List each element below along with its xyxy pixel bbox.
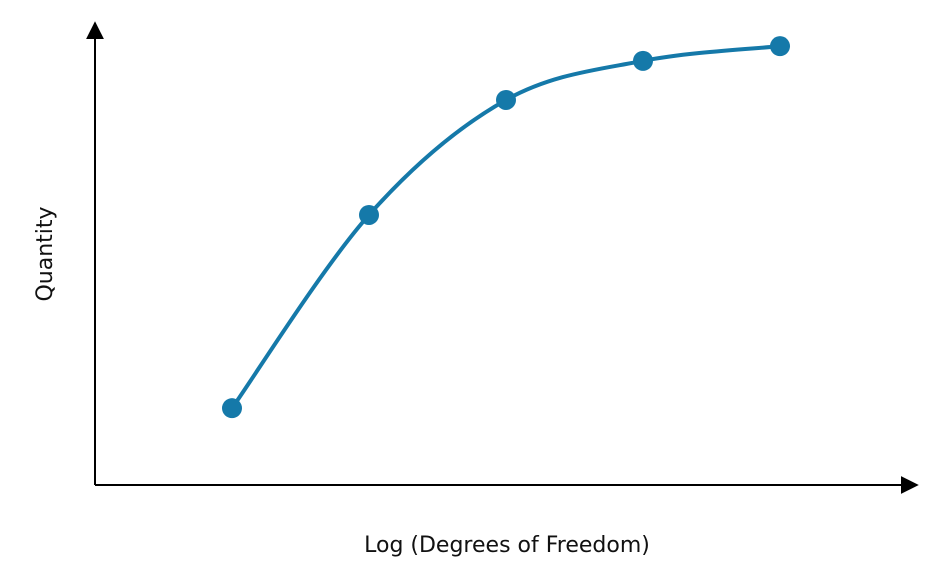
x-axis-label: Log (Degrees of Freedom) xyxy=(364,533,650,558)
point xyxy=(633,50,653,71)
line xyxy=(230,44,781,410)
point xyxy=(222,398,242,419)
point xyxy=(770,36,790,57)
point xyxy=(359,204,379,225)
y-axis-label: Quantity xyxy=(33,206,58,301)
point xyxy=(496,89,516,110)
